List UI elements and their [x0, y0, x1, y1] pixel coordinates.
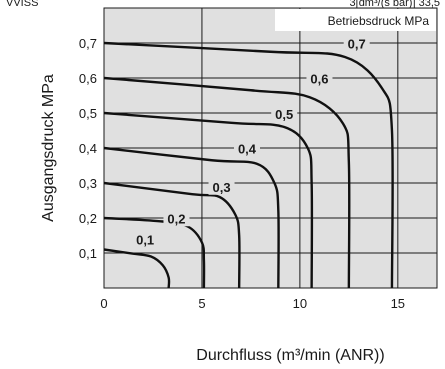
curve-line [103, 216, 206, 289]
x-tick-label: 15 [391, 296, 405, 311]
curve-label: 0,3 [212, 180, 230, 195]
curve-label: 0,5 [275, 107, 293, 122]
curves [103, 41, 394, 289]
curve-label: 0,2 [167, 211, 185, 226]
x-tick-label: 10 [293, 296, 307, 311]
y-tick-label: 0,5 [79, 106, 97, 121]
y-tick-label: 0,3 [79, 176, 97, 191]
curve-label-backing [271, 106, 298, 122]
curve-line [103, 41, 394, 289]
header-right-fragment: 3[dm³/(s bar)] 33,5 [350, 0, 440, 9]
x-tick-label: 0 [100, 296, 107, 311]
legend-title: Betriebsdruck MPa [328, 14, 430, 28]
y-tick-label: 0,4 [79, 141, 97, 156]
curve-line [103, 181, 241, 289]
curve-label-backing [343, 36, 370, 52]
curve-line [103, 146, 280, 289]
y-tick-label: 0,2 [79, 211, 97, 226]
header-left-fragment: VVISS [6, 0, 38, 9]
curve-label: 0,4 [238, 141, 257, 156]
curve-line [103, 111, 314, 289]
y-tick-label: 0,7 [79, 36, 97, 51]
x-axis-label: Durchfluss (m³/min (ANR)) [196, 347, 384, 364]
y-tick-label: 0,1 [79, 246, 97, 261]
curve-label-backing [163, 211, 190, 227]
curve-label-backing [233, 141, 260, 157]
curve-label: 0,1 [136, 232, 154, 247]
curve-label: 0,7 [348, 36, 366, 51]
curve-line [103, 76, 351, 289]
y-axis-label: Ausgangsdruck MPa [40, 74, 57, 222]
curve-label-backing [132, 232, 159, 248]
y-tick-label: 0,6 [79, 71, 97, 86]
plot-area: 0,1 0,2 0,3 0,4 0,5 0,6 0,7 Betriebsdruck MPa [103, 7, 438, 289]
y-axis-ticks: 0,1 0,2 0,3 0,4 0,5 0,6 0,7 [79, 36, 97, 261]
curve-label-backing [208, 179, 235, 195]
legend: Betriebsdruck MPa [275, 9, 436, 31]
x-axis-ticks: 0 5 10 15 [100, 296, 405, 311]
curve-label: 0,6 [310, 71, 328, 86]
x-tick-label: 5 [198, 296, 205, 311]
legend-background [275, 9, 436, 31]
curve-labels: 0,1 0,2 0,3 0,4 0,5 0,6 0,7 [132, 36, 370, 248]
curve-line [103, 248, 171, 289]
curve-label-backing [306, 71, 333, 87]
